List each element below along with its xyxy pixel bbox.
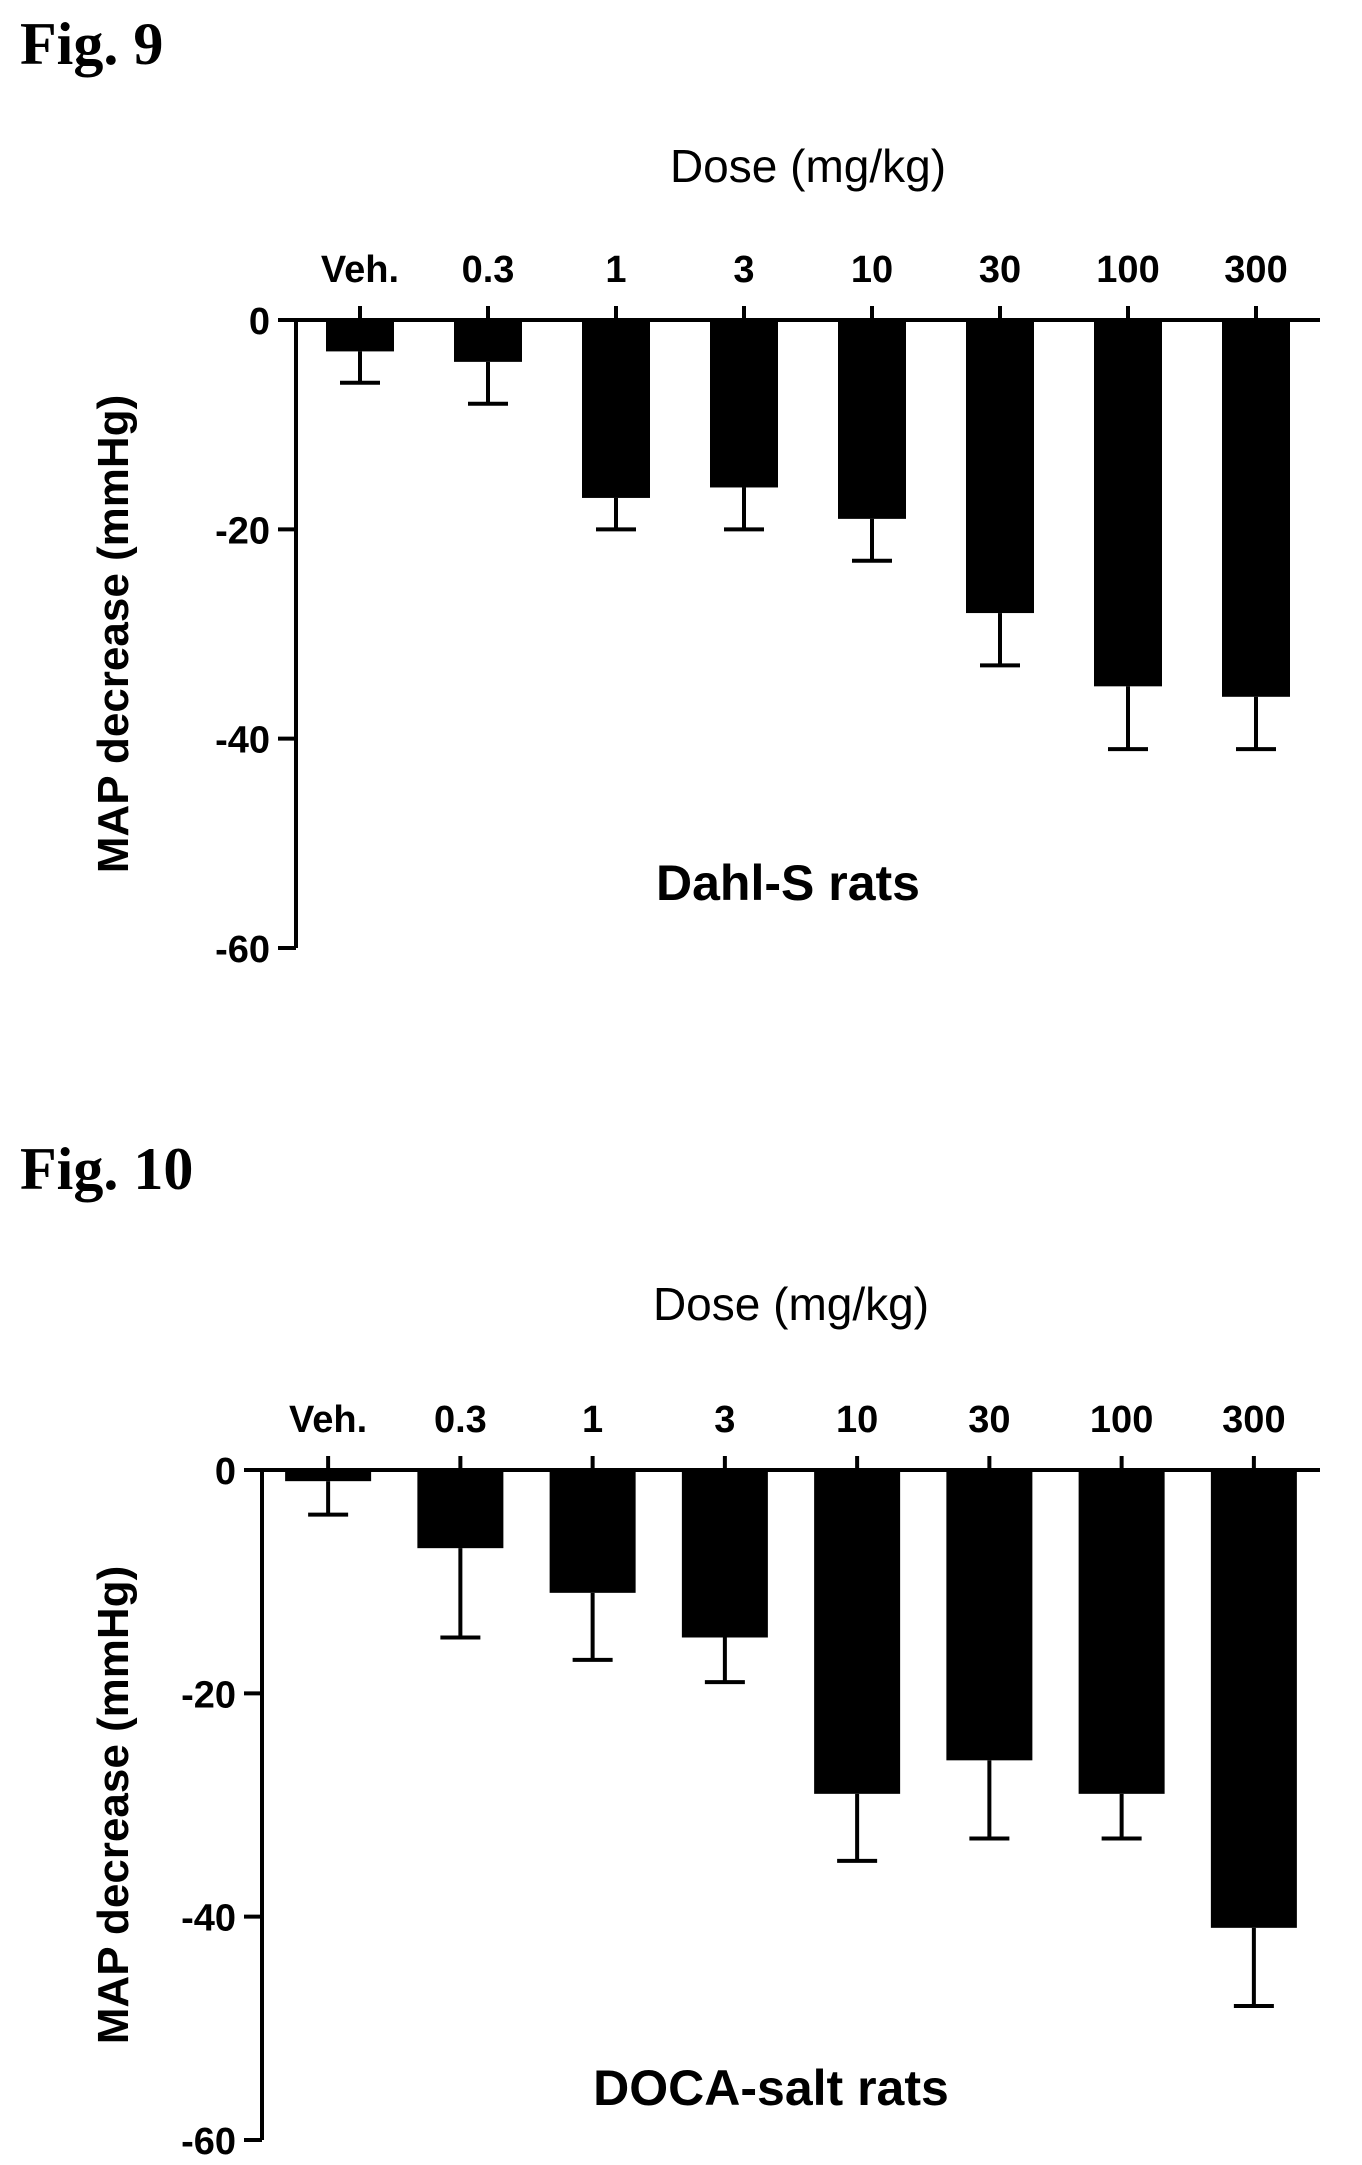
- category-label: 100: [1096, 249, 1159, 291]
- bar: [549, 1470, 636, 1593]
- chart-title: Dose (mg/kg): [653, 1278, 929, 1330]
- category-label: 100: [1090, 1399, 1153, 1441]
- category-label: 30: [979, 249, 1021, 291]
- bar: [1094, 320, 1162, 687]
- category-label: 300: [1222, 1399, 1285, 1441]
- y-axis-label: MAP decrease (mmHg): [89, 395, 138, 873]
- bar: [417, 1470, 504, 1549]
- bar: [814, 1470, 901, 1794]
- chart-title: Dose (mg/kg): [670, 140, 946, 192]
- bar: [946, 1470, 1033, 1761]
- category-label: 3: [733, 249, 754, 291]
- y-axis-label: MAP decrease (mmHg): [89, 1566, 138, 2044]
- category-label: 300: [1224, 249, 1287, 291]
- category-label: Veh.: [289, 1399, 367, 1441]
- y-tick-label: -20: [215, 510, 270, 552]
- bar: [966, 320, 1034, 614]
- chart-annotation: DOCA-salt rats: [593, 2060, 949, 2116]
- y-tick-label: 0: [249, 301, 270, 343]
- category-label: 10: [836, 1399, 878, 1441]
- bar: [1078, 1470, 1165, 1794]
- chart-dahl-s: Dose (mg/kg) MAP decrease (mmHg) 0 -20 -40 -6…: [89, 140, 1320, 971]
- y-tick-label: -60: [215, 929, 270, 971]
- category-label: 1: [582, 1399, 603, 1441]
- category-label: 0.3: [462, 249, 515, 291]
- y-tick-label: -20: [181, 1674, 236, 1716]
- bar: [681, 1470, 768, 1638]
- y-tick-label: 0: [215, 1451, 236, 1493]
- bar: [1210, 1470, 1297, 1928]
- category-label: 0.3: [434, 1399, 487, 1441]
- bar: [1222, 320, 1290, 697]
- category-label: 30: [968, 1399, 1010, 1441]
- y-tick-label: -40: [215, 720, 270, 762]
- figure-9-label: Fig. 9: [20, 11, 164, 77]
- bar: [326, 320, 394, 352]
- bar: [582, 320, 650, 498]
- y-tick-label: -60: [181, 2121, 236, 2163]
- category-label: 1: [605, 249, 626, 291]
- bar: [285, 1470, 372, 1482]
- chart-annotation: Dahl-S rats: [656, 855, 920, 911]
- bar: [710, 320, 778, 488]
- figure-10-label: Fig. 10: [20, 1136, 194, 1202]
- bar: [838, 320, 906, 519]
- y-tick-label: -40: [181, 1898, 236, 1940]
- category-label: 10: [851, 249, 893, 291]
- chart-doca-salt: Dose (mg/kg) MAP decrease (mmHg) 0 -20 -40 -6…: [89, 1278, 1320, 2163]
- category-label: 3: [714, 1399, 735, 1441]
- bar: [454, 320, 522, 362]
- category-label: Veh.: [321, 249, 399, 291]
